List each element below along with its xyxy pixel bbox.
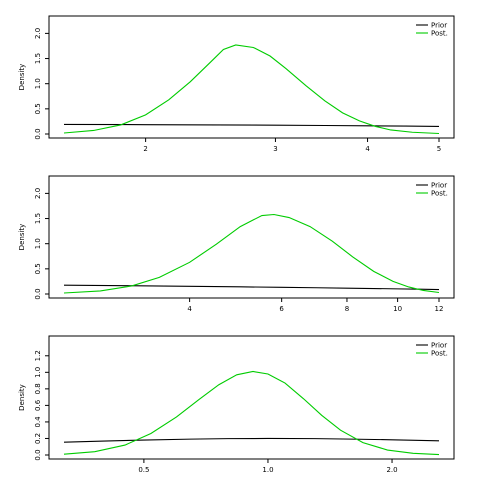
plot-frame bbox=[48, 335, 455, 460]
y-tick-label: 1.0 bbox=[34, 238, 42, 249]
y-tick-label: 0.0 bbox=[34, 288, 42, 299]
legend-label: Post. bbox=[431, 190, 448, 198]
chart-panel-3: 0.5 1.0 2.0 0.0 0.2 0.4 0.6 0.8 1.0 1.2 Density Pri… bbox=[18, 335, 455, 474]
x-tick-label: 5 bbox=[437, 145, 441, 153]
y-tick-label: 0.4 bbox=[34, 416, 42, 428]
x-tick-label: 8 bbox=[345, 305, 349, 313]
x-tick-label: 4 bbox=[187, 305, 192, 313]
y-axis-label: Density bbox=[18, 64, 26, 91]
y-tick-label: 2.0 bbox=[34, 188, 42, 199]
y-tick-label: 1.5 bbox=[34, 53, 42, 64]
y-tick-label: 1.5 bbox=[34, 213, 42, 224]
legend-label: Prior bbox=[431, 342, 447, 350]
series-line-post bbox=[63, 213, 440, 294]
series-line-prior bbox=[63, 284, 440, 291]
y-tick-label: 0.2 bbox=[34, 433, 42, 444]
x-tick-label: 0.5 bbox=[138, 466, 149, 474]
plot-frame bbox=[48, 175, 455, 299]
x-tick-label: 12 bbox=[435, 305, 444, 313]
x-tick-label: 2 bbox=[143, 145, 147, 153]
legend-label: Post. bbox=[431, 350, 448, 358]
series-line-post bbox=[63, 370, 440, 456]
series-line-post bbox=[63, 44, 440, 135]
plot-frame bbox=[48, 15, 455, 139]
y-axis-label: Density bbox=[18, 384, 26, 411]
y-axis-label: Density bbox=[18, 224, 26, 251]
x-tick-label: 2.0 bbox=[386, 466, 397, 474]
y-tick-label: 0.5 bbox=[34, 103, 42, 114]
x-tick-label: 6 bbox=[279, 305, 284, 313]
legend-label: Prior bbox=[431, 182, 447, 190]
series-line-prior bbox=[63, 437, 440, 443]
series-line-prior bbox=[63, 123, 440, 127]
y-tick-label: 0.8 bbox=[34, 383, 42, 394]
x-tick-label: 3 bbox=[273, 145, 277, 153]
y-tick-label: 1.2 bbox=[34, 350, 42, 361]
y-tick-label: 0.5 bbox=[34, 263, 42, 274]
y-tick-label: 1.0 bbox=[34, 367, 42, 378]
x-tick-label: 10 bbox=[393, 305, 402, 313]
x-tick-label: 1.0 bbox=[262, 466, 273, 474]
y-tick-label: 2.0 bbox=[34, 28, 42, 39]
y-tick-label: 0.0 bbox=[34, 128, 42, 139]
legend-label: Post. bbox=[431, 30, 448, 38]
x-tick-label: 4 bbox=[365, 145, 370, 153]
legend-label: Prior bbox=[431, 22, 447, 30]
y-tick-label: 0.0 bbox=[34, 449, 42, 460]
y-tick-label: 1.0 bbox=[34, 78, 42, 89]
y-tick-label: 0.6 bbox=[34, 399, 42, 411]
